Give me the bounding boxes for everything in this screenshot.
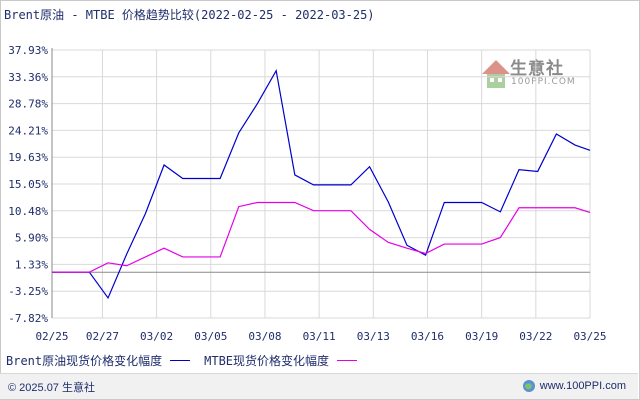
axes [51, 48, 590, 318]
grid [51, 49, 591, 319]
watermark-name: 生意社 [510, 59, 564, 79]
x-tick-label: 03/16 [411, 330, 444, 343]
chart-title: Brent原油 - MTBE 价格趋势比较(2022-02-25 - 2022-… [4, 8, 375, 22]
x-tick-label: 03/11 [303, 330, 336, 343]
x-tick-label: 02/27 [86, 330, 119, 343]
x-tick-label: 03/19 [465, 330, 498, 343]
series-lines [52, 68, 591, 300]
copyright-text: © 2025.07 生意社 [8, 382, 95, 394]
x-tick-label: 03/08 [248, 330, 281, 343]
series-line-mtbe [52, 201, 591, 273]
site-url: www.100PPI.com [539, 380, 626, 392]
y-tick-label: 19.63% [8, 151, 48, 164]
x-tick-label: 03/05 [194, 330, 227, 343]
series-line-brent [52, 68, 591, 300]
x-tick-label: 02/25 [35, 330, 68, 343]
y-tick-label: 5.90% [15, 232, 48, 245]
y-tick-label: 15.05% [8, 178, 48, 191]
watermark-url: 100PPI.COM [511, 77, 576, 87]
x-tick-label: 03/13 [357, 330, 390, 343]
y-tick-label: 1.33% [15, 258, 48, 271]
legend-label-brent: Brent原油现货价格变化幅度 [6, 354, 163, 368]
y-tick-label: 37.93% [8, 44, 48, 57]
x-tick-label: 03/22 [519, 330, 552, 343]
y-tick-label: -3.25% [8, 285, 48, 298]
y-tick-label: 24.21% [8, 124, 48, 137]
footer: © 2025.07 生意社 www.100PPI.com [0, 373, 638, 399]
y-tick-label: 28.78% [8, 98, 48, 111]
y-tick-labels: 37.93% 33.36% 28.78% 24.21% 19.63% 15.05% 10.4… [8, 44, 48, 325]
logo-mark-icon [482, 60, 510, 88]
y-tick-label: 10.48% [8, 205, 48, 218]
legend: Brent原油现货价格变化幅度 MTBE现货价格变化幅度 [6, 352, 371, 369]
y-tick-label: 33.36% [8, 71, 48, 84]
y-tick-label: -7.82% [8, 312, 48, 325]
legend-swatch-mtbe [337, 360, 358, 361]
x-tick-label: 03/25 [573, 330, 606, 343]
site-link[interactable]: www.100PPI.com [522, 379, 626, 393]
x-tick-labels: 02/25 02/27 03/02 03/05 03/08 03/11 03/13 03/16… [35, 330, 606, 343]
globe-icon [522, 380, 535, 392]
x-tick-label: 03/02 [140, 330, 173, 343]
legend-label-mtbe: MTBE现货价格变化幅度 [204, 354, 330, 368]
legend-swatch-brent [170, 360, 191, 361]
